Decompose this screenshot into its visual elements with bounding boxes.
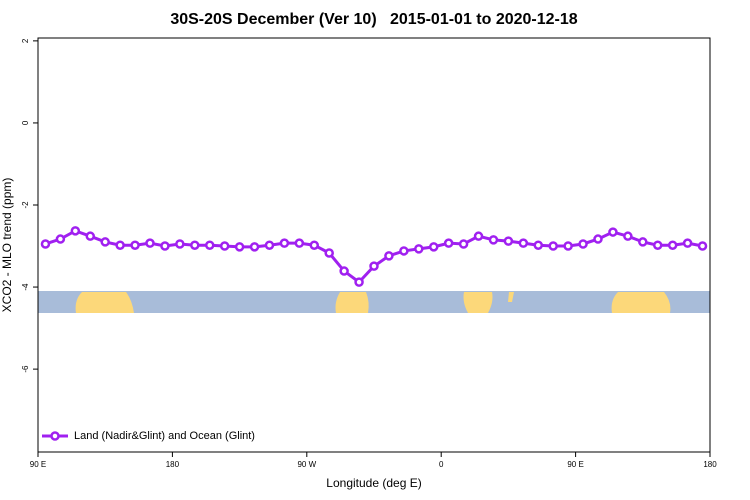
- land-patch: [335, 292, 369, 313]
- data-point: [503, 236, 514, 246]
- y-tick-label: 0: [21, 120, 30, 125]
- data-point: [682, 238, 693, 248]
- data-point: [354, 277, 364, 287]
- data-point: [548, 241, 558, 251]
- x-tick-label: 90 W: [297, 460, 316, 469]
- data-point: [697, 241, 708, 251]
- data-point: [70, 226, 81, 236]
- y-tick-label: 2: [21, 38, 30, 43]
- data-point: [667, 240, 678, 250]
- data-point: [652, 240, 663, 250]
- data-point: [160, 241, 170, 251]
- series-line: [44, 229, 703, 285]
- data-point: [204, 240, 215, 250]
- x-tick-label: 0: [439, 460, 444, 469]
- data-point: [55, 234, 66, 244]
- data-point: [279, 238, 290, 248]
- data-point: [264, 240, 275, 250]
- data-point: [324, 248, 334, 258]
- data-point: [533, 240, 544, 250]
- data-point: [100, 237, 110, 247]
- data-point: [518, 238, 529, 248]
- data-point: [40, 239, 51, 249]
- data-point: [85, 231, 96, 241]
- data-point: [190, 240, 200, 250]
- data-point: [219, 241, 230, 251]
- data-point: [130, 240, 140, 250]
- x-axis-label: Longitude (deg E): [326, 476, 421, 490]
- data-point: [428, 242, 439, 252]
- legend-label: Land (Nadir&Glint) and Ocean (Glint): [74, 430, 255, 442]
- data-point: [578, 239, 588, 249]
- land-ocean-strip: [38, 291, 710, 313]
- data-point: [414, 244, 424, 254]
- data-point: [593, 234, 603, 244]
- data-point: [473, 231, 484, 241]
- plot-frame: [37, 37, 711, 453]
- data-point: [623, 231, 633, 241]
- data-point: [145, 238, 155, 248]
- x-tick-label: 180: [166, 460, 180, 469]
- y-tick-label: -6: [21, 365, 30, 373]
- data-point: [638, 237, 648, 247]
- chart-title: 30S-20S December (Ver 10) 2015-01-01 to …: [170, 11, 577, 28]
- x-tick-label: 90 E: [30, 460, 46, 469]
- land-patch: [75, 292, 134, 313]
- data-point: [399, 246, 409, 256]
- data-point: [563, 241, 573, 251]
- data-point: [384, 251, 394, 261]
- land-patch: [463, 292, 493, 313]
- data-point: [294, 238, 305, 248]
- data-point: [488, 235, 499, 245]
- data-point: [175, 239, 185, 249]
- legend-marker: [50, 431, 60, 441]
- data-point: [458, 239, 469, 249]
- y-tick-label: -2: [21, 201, 30, 209]
- y-axis-label: XCO2 - MLO trend (ppm): [0, 178, 14, 313]
- ocean-band: [38, 291, 710, 313]
- x-tick-label: 180: [703, 460, 717, 469]
- land-patch: [508, 292, 514, 302]
- x-tick-label: 90 E: [567, 460, 583, 469]
- data-point: [608, 227, 618, 237]
- data-point: [115, 240, 125, 250]
- data-point: [249, 242, 260, 252]
- data-point: [339, 266, 349, 276]
- data-point: [309, 240, 320, 250]
- data-point: [369, 261, 379, 271]
- data-point: [234, 242, 245, 252]
- y-tick-label: -4: [21, 283, 30, 291]
- data-point: [443, 238, 454, 248]
- land-patch: [611, 292, 671, 313]
